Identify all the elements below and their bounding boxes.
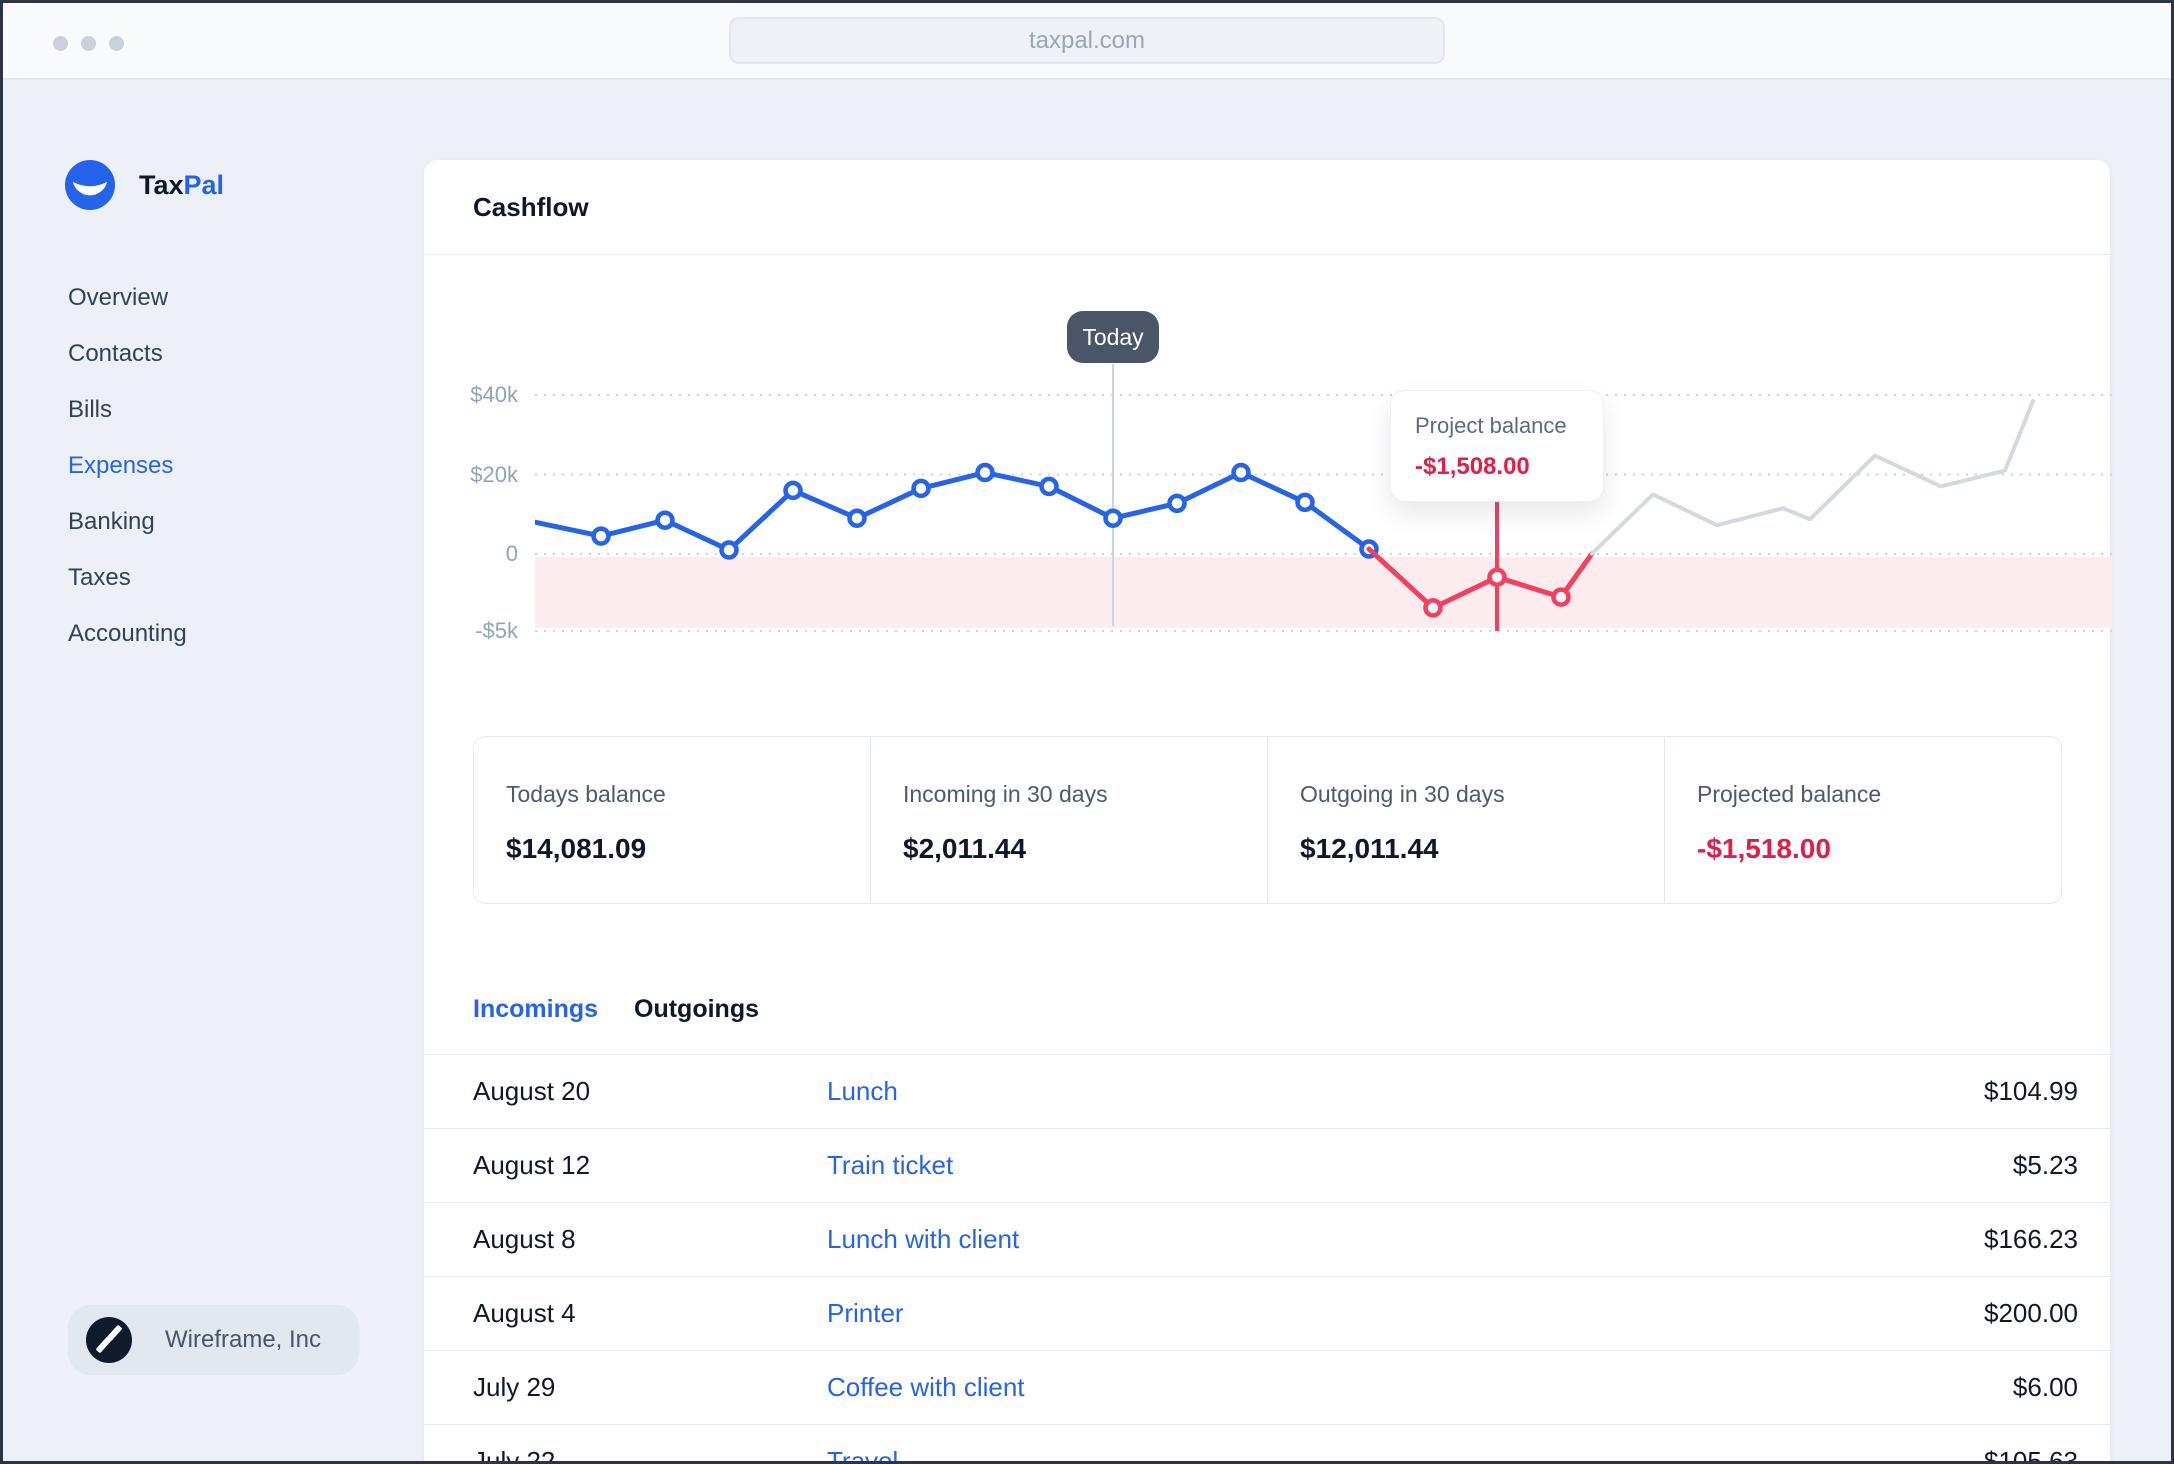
data-point-marker[interactable] bbox=[655, 510, 675, 530]
transaction-date: July 22 bbox=[473, 1446, 556, 1464]
data-point-marker[interactable] bbox=[1167, 493, 1187, 514]
data-point-marker[interactable] bbox=[1295, 492, 1315, 513]
y-axis-tick: $40k bbox=[470, 382, 518, 407]
sidebar-item-overview[interactable]: Overview bbox=[68, 284, 169, 311]
stat-incoming-30-days: Incoming in 30 days $2,011.44 bbox=[870, 737, 1267, 903]
window-close-button[interactable] bbox=[53, 36, 68, 51]
data-point-marker[interactable] bbox=[1231, 462, 1251, 483]
stat-projected-balance: Projected balance -$1,518.00 bbox=[1664, 737, 2061, 903]
address-bar[interactable]: taxpal.com bbox=[729, 17, 1445, 64]
browser-chrome: taxpal.com bbox=[3, 3, 2171, 80]
brand-name: TaxPal bbox=[139, 169, 225, 200]
window-controls bbox=[53, 36, 124, 51]
sidebar-item-banking[interactable]: Banking bbox=[68, 508, 155, 535]
summary-stats: Todays balance $14,081.09 Incoming in 30… bbox=[473, 736, 2062, 904]
transaction-date: August 20 bbox=[473, 1076, 591, 1106]
today-marker-badge: Today bbox=[1067, 311, 1159, 363]
stat-label: Projected balance bbox=[1697, 781, 1882, 807]
sidebar-item-taxes[interactable]: Taxes bbox=[68, 564, 131, 591]
data-point-marker[interactable] bbox=[1423, 598, 1443, 618]
stat-label: Todays balance bbox=[506, 781, 666, 807]
stat-value: $12,011.44 bbox=[1300, 833, 1439, 864]
stat-label: Outgoing in 30 days bbox=[1300, 781, 1505, 807]
data-point-marker[interactable] bbox=[591, 526, 611, 546]
taxpal-logo-icon bbox=[65, 160, 115, 210]
chart-plot[interactable] bbox=[535, 261, 2112, 661]
transaction-link[interactable]: Lunch with client bbox=[827, 1224, 1020, 1254]
organization-switcher[interactable]: Wireframe, Inc bbox=[68, 1305, 359, 1375]
transaction-amount: $104.99 bbox=[1984, 1076, 2078, 1106]
negative-zone bbox=[535, 557, 2112, 628]
table-row[interactable]: August 8 Lunch with client $166.23 bbox=[424, 1202, 2110, 1276]
stat-value: -$1,518.00 bbox=[1697, 833, 1831, 864]
brand: TaxPal bbox=[65, 160, 224, 210]
data-point-marker[interactable] bbox=[1103, 508, 1123, 528]
tab-incomings[interactable]: Incomings bbox=[473, 995, 599, 1023]
stat-value: $2,011.44 bbox=[903, 833, 1027, 864]
tooltip-title: Project balance bbox=[1415, 413, 1567, 438]
cashflow-chart[interactable]: $40k $20k 0 -$5k Today Project balance -… bbox=[424, 261, 2112, 661]
table-row[interactable]: August 12 Train ticket $5.23 bbox=[424, 1128, 2110, 1202]
data-point-marker[interactable] bbox=[847, 508, 867, 528]
y-axis-tick: -$5k bbox=[475, 618, 518, 643]
table-row[interactable]: August 4 Printer $200.00 bbox=[424, 1276, 2110, 1350]
window-zoom-button[interactable] bbox=[109, 36, 124, 51]
projected-balance-tooltip: Project balance -$1,508.00 bbox=[1391, 391, 1603, 501]
stat-todays-balance: Todays balance $14,081.09 bbox=[474, 737, 870, 903]
transaction-date: July 29 bbox=[473, 1372, 556, 1402]
stat-label: Incoming in 30 days bbox=[903, 781, 1108, 807]
data-point-marker[interactable] bbox=[1039, 476, 1059, 497]
cashflow-card: Cashflow $40k $20k 0 -$5k Today Project … bbox=[423, 159, 2112, 1464]
sidebar-item-bills[interactable]: Bills bbox=[68, 396, 113, 423]
transaction-link[interactable]: Printer bbox=[827, 1298, 904, 1328]
sidebar-item-accounting[interactable]: Accounting bbox=[68, 620, 187, 647]
transaction-amount: $5.23 bbox=[2012, 1150, 2078, 1180]
stat-outgoing-30-days: Outgoing in 30 days $12,011.44 bbox=[1267, 737, 1664, 903]
card-header: Cashflow bbox=[424, 160, 2110, 255]
transactions-table: August 20 Lunch $104.99 August 12 Train … bbox=[424, 1054, 2110, 1464]
wireframe-logo-icon bbox=[86, 1317, 132, 1363]
sidebar-item-expenses[interactable]: Expenses bbox=[68, 452, 174, 479]
page-title: Cashflow bbox=[473, 191, 589, 222]
transaction-link[interactable]: Train ticket bbox=[827, 1150, 954, 1180]
series-projected-future bbox=[1590, 398, 2035, 556]
series-balance-history bbox=[535, 470, 1372, 553]
data-point-marker[interactable] bbox=[1487, 567, 1507, 587]
transaction-amount: $6.00 bbox=[2012, 1372, 2078, 1402]
data-point-marker[interactable] bbox=[719, 540, 739, 560]
table-row[interactable]: July 22 Travel $105.63 bbox=[424, 1424, 2110, 1464]
data-point-marker[interactable] bbox=[1551, 587, 1571, 607]
data-point-marker[interactable] bbox=[975, 462, 995, 483]
organization-name: Wireframe, Inc bbox=[165, 1326, 322, 1353]
transactions-tabs: Incomings Outgoings bbox=[473, 995, 759, 1024]
y-axis-tick: $20k bbox=[470, 462, 518, 487]
transaction-amount: $105.63 bbox=[1984, 1446, 2078, 1464]
address-bar-url: taxpal.com bbox=[1028, 26, 1146, 54]
table-row[interactable]: July 29 Coffee with client $6.00 bbox=[424, 1350, 2110, 1424]
sidebar-item-contacts[interactable]: Contacts bbox=[68, 340, 163, 367]
tab-outgoings[interactable]: Outgoings bbox=[634, 995, 759, 1023]
transaction-amount: $166.23 bbox=[1984, 1224, 2078, 1254]
window-minimize-button[interactable] bbox=[81, 36, 96, 51]
data-point-marker[interactable] bbox=[911, 478, 931, 499]
table-row[interactable]: August 20 Lunch $104.99 bbox=[424, 1054, 2110, 1128]
transaction-link[interactable]: Travel bbox=[827, 1446, 899, 1464]
y-axis-tick: 0 bbox=[505, 541, 518, 566]
transaction-amount: $200.00 bbox=[1984, 1298, 2078, 1328]
transaction-date: August 4 bbox=[473, 1298, 576, 1328]
page: TaxPal Overview Contacts Bills Expenses … bbox=[3, 80, 2171, 1464]
transaction-date: August 8 bbox=[473, 1224, 576, 1254]
transaction-link[interactable]: Coffee with client bbox=[827, 1372, 1025, 1402]
sidebar-nav: Overview Contacts Bills Expenses Banking… bbox=[68, 270, 187, 662]
transaction-date: August 12 bbox=[473, 1150, 591, 1180]
transaction-link[interactable]: Lunch bbox=[827, 1076, 898, 1106]
tooltip-value: -$1,508.00 bbox=[1415, 453, 1530, 480]
data-point-marker[interactable] bbox=[783, 480, 803, 501]
stat-value: $14,081.09 bbox=[506, 833, 647, 864]
